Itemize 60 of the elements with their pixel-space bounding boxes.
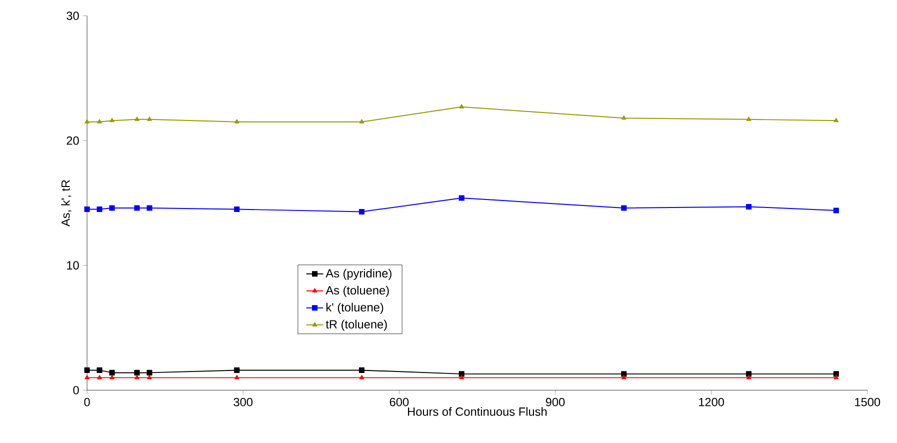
y-tick-label: 0 — [73, 386, 79, 395]
point — [834, 118, 839, 122]
legend-label: k' (toluene) — [326, 303, 384, 314]
y-axis-title: As, k', tR — [61, 180, 72, 227]
point — [746, 116, 752, 122]
point — [134, 370, 140, 376]
point — [834, 375, 839, 380]
point — [746, 371, 752, 377]
point — [358, 209, 364, 215]
y-tick-label: 10 — [67, 261, 79, 270]
x-axis-title: Hours of Continuous Flush — [408, 407, 547, 416]
point — [458, 371, 464, 377]
point — [621, 116, 626, 120]
point — [84, 368, 90, 374]
point — [833, 208, 839, 214]
x-tick-label: 1200 — [699, 398, 724, 406]
point — [146, 205, 152, 211]
point — [621, 205, 627, 211]
y-tick-label: 30 — [66, 12, 79, 20]
x-tick-label: 600 — [390, 398, 409, 406]
x-tick-label: 300 — [234, 398, 253, 406]
point — [146, 370, 152, 376]
point — [96, 368, 102, 374]
legend-label: As (toluene) — [326, 286, 389, 298]
point — [458, 195, 464, 201]
point — [359, 119, 364, 124]
point — [97, 375, 102, 380]
point — [746, 375, 752, 380]
point — [109, 370, 115, 376]
point — [134, 375, 140, 380]
point — [134, 205, 140, 211]
point — [96, 206, 102, 212]
point — [97, 119, 102, 124]
x-tick-label: 1500 — [855, 398, 880, 406]
point — [147, 116, 152, 122]
point — [84, 375, 90, 380]
point — [621, 371, 627, 377]
x-tick-label: 0 — [84, 398, 90, 406]
y-tick-label: 20 — [66, 136, 79, 146]
point — [234, 368, 240, 374]
point — [110, 118, 114, 122]
point — [109, 205, 115, 211]
point — [134, 116, 140, 122]
point — [833, 371, 839, 377]
point — [84, 119, 90, 124]
point — [459, 375, 464, 380]
point — [110, 375, 114, 380]
point — [746, 204, 752, 210]
point — [459, 104, 464, 109]
legend-label: tR (toluene) — [326, 320, 387, 332]
point — [358, 368, 364, 374]
legend-label: As (pyridine) — [326, 269, 392, 280]
point — [621, 375, 626, 380]
point — [359, 375, 364, 380]
point — [234, 375, 240, 380]
point — [234, 206, 240, 212]
x-tick-label: 900 — [546, 398, 565, 406]
point — [234, 119, 240, 124]
point — [147, 375, 152, 380]
point — [84, 206, 90, 212]
